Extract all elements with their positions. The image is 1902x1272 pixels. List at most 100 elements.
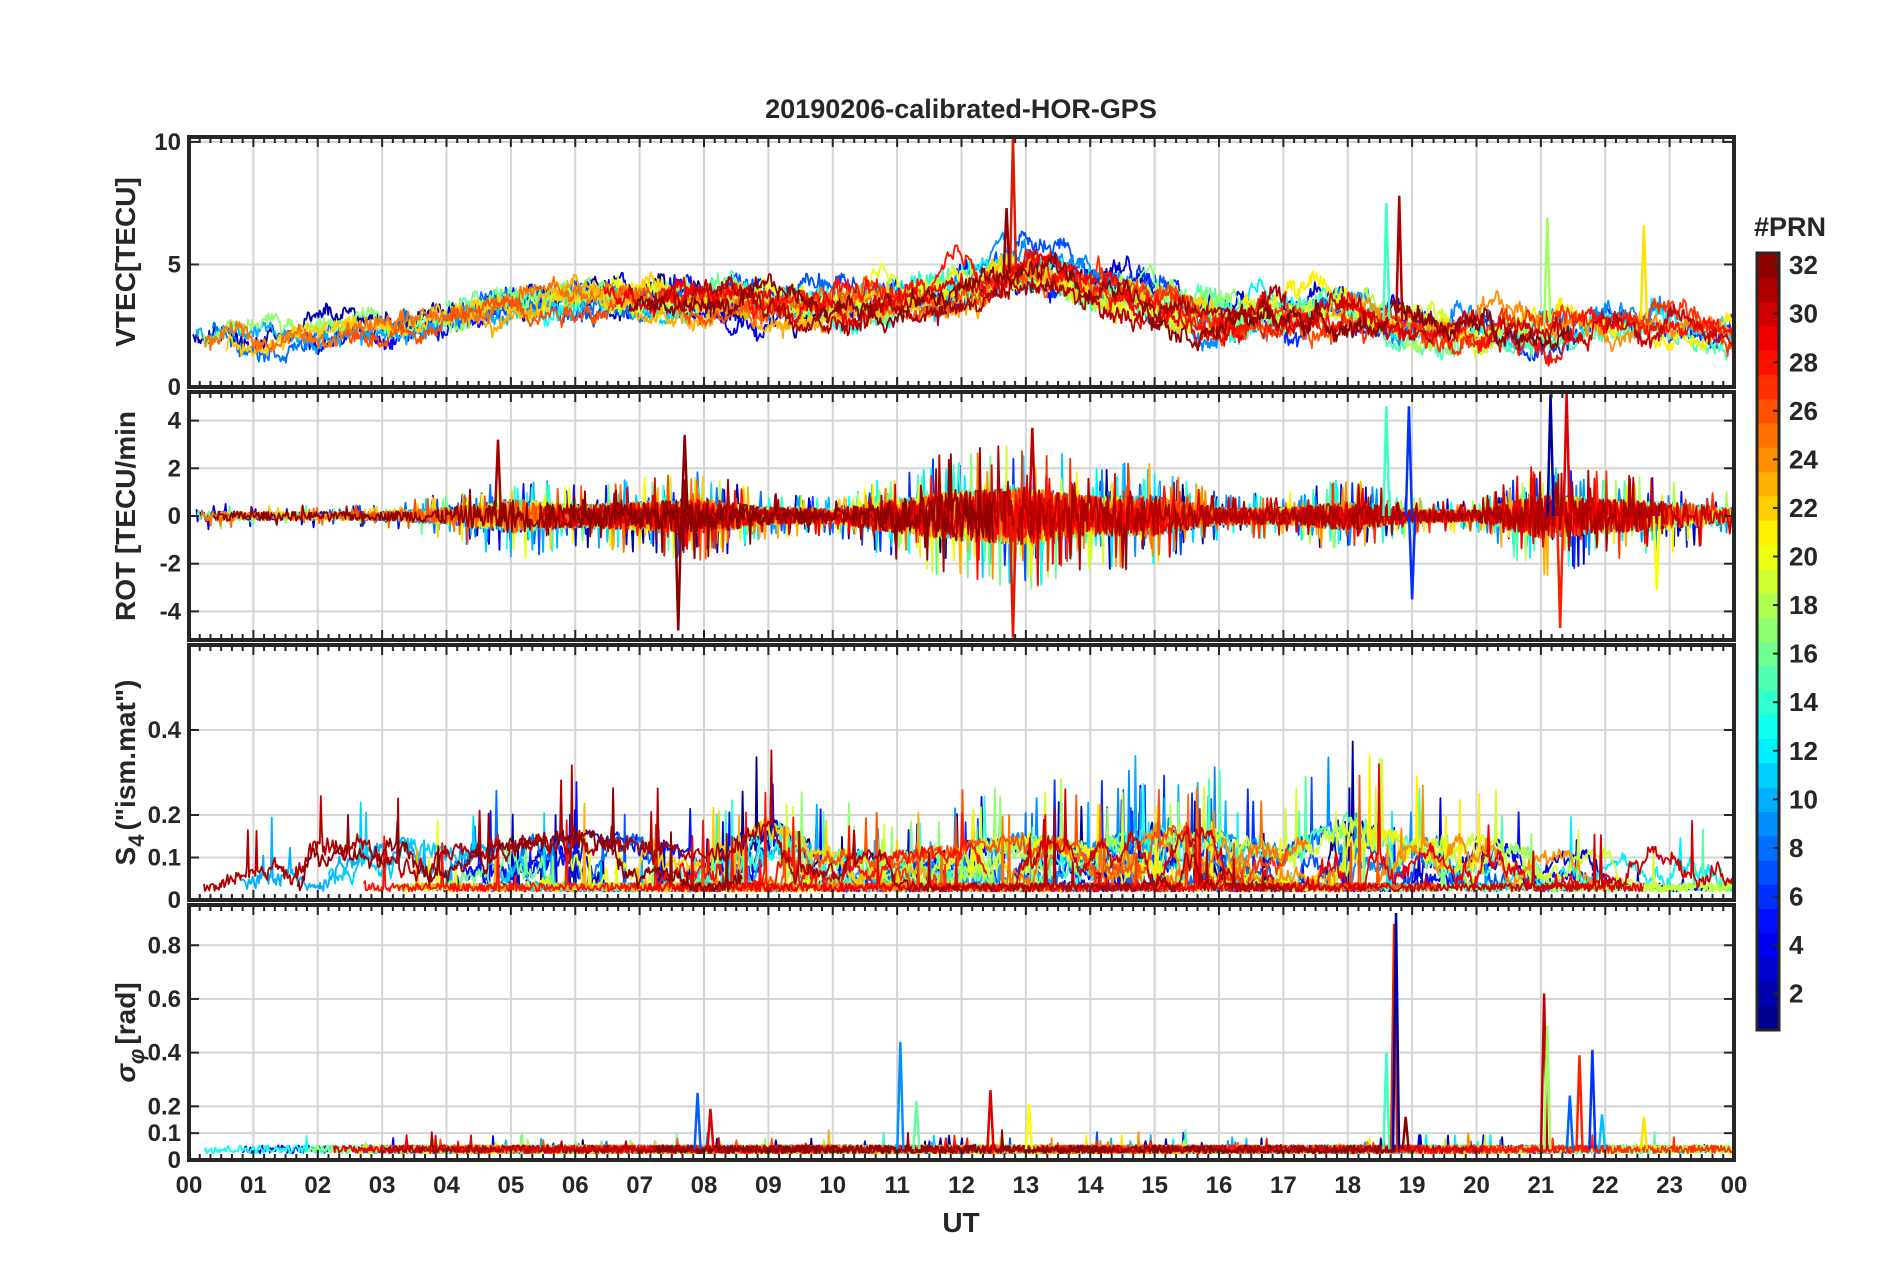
x-tick-label: 15	[1141, 1172, 1168, 1199]
trace-prn-31	[203, 749, 1283, 893]
trace-prn-24	[1294, 290, 1735, 353]
y-tick-label: 0	[168, 1147, 181, 1174]
y-label-main: S	[110, 847, 141, 866]
colorbar-cell	[1757, 932, 1779, 958]
trace-prn-32	[212, 446, 994, 561]
colorbar-tick-label: 10	[1789, 784, 1818, 814]
spike-mark	[896, 1041, 905, 1150]
colorbar-cell	[1757, 665, 1779, 691]
spike-mark	[912, 1100, 921, 1150]
colorbar-tick-label: 30	[1789, 299, 1818, 329]
x-tick-label: 20	[1463, 1172, 1490, 1199]
x-tick-label: 12	[948, 1172, 975, 1199]
colorbar-tick-label: 6	[1789, 881, 1803, 911]
spike-mark	[1588, 1049, 1597, 1150]
y-tick-label: -2	[160, 551, 181, 578]
trace-prn-31	[646, 275, 1287, 337]
panel-rot: -4 -2 0 2 4 ROT [TECU/min	[110, 390, 1736, 642]
colorbar-cell	[1757, 762, 1779, 788]
panel-s4: 0 0.1 0.2 0.4 S4 ("ism.mat")	[110, 643, 1736, 914]
spike-mark	[1407, 515, 1417, 600]
colorbar-cell	[1757, 568, 1779, 594]
colorbar-cell	[1757, 495, 1779, 521]
colorbar-cell	[1757, 690, 1779, 715]
colorbar-cell	[1757, 957, 1779, 982]
spike-mark	[1382, 1052, 1391, 1150]
y-tick-label: 4	[168, 408, 182, 435]
colorbar-cell	[1757, 592, 1779, 618]
y-axis-label: VTEC[TECU]	[110, 177, 141, 347]
spike-mark	[1597, 1114, 1607, 1150]
x-tick-label: 11	[884, 1172, 909, 1199]
colorbar-cell	[1757, 835, 1779, 861]
minor-ticks	[188, 137, 1735, 387]
trace-prn-29	[647, 763, 1644, 893]
colorbar-tick-label: 28	[1789, 347, 1818, 377]
colorbar-cell	[1757, 714, 1779, 740]
x-tick-label: 22	[1592, 1172, 1619, 1199]
panel-sigma_phi: 00.10.2 0.4 0.6 0.8 σφ [rad]	[110, 903, 1736, 1174]
spike-mark	[1382, 406, 1391, 517]
x-tick-label: 17	[1270, 1172, 1297, 1199]
colorbar-tick-label: 24	[1789, 444, 1818, 474]
colorbar-cell	[1757, 811, 1779, 837]
x-axis-label: UT	[942, 1207, 979, 1238]
y-tick-label: 2	[168, 455, 181, 482]
colorbar-tick-label: 18	[1789, 590, 1818, 620]
colorbar-cell	[1757, 374, 1779, 400]
y-tick-label: 0.2	[148, 1093, 181, 1120]
y-tick-label: 5	[168, 251, 181, 278]
spike-mark	[1546, 394, 1555, 517]
spike-mark	[1652, 515, 1661, 590]
colorbar-tick-label: 20	[1789, 542, 1818, 572]
x-tick-label: 01	[240, 1172, 267, 1199]
colorbar-tick-label: 12	[1789, 736, 1818, 766]
spike-mark	[1389, 923, 1399, 1150]
spike-mark	[1382, 203, 1391, 320]
spike-mark	[493, 439, 503, 517]
y-axis-label: S4 ("ism.mat")	[110, 680, 149, 866]
spike-mark	[1404, 406, 1414, 517]
x-tick-label: 08	[691, 1172, 718, 1199]
colorbar-cell	[1757, 253, 1779, 278]
colorbar-label: #PRN	[1754, 212, 1826, 242]
colorbar-cell	[1757, 787, 1779, 812]
colorbar-cell	[1757, 520, 1779, 545]
y-tick-label: 0	[168, 374, 181, 401]
colorbar-cell	[1757, 860, 1779, 885]
x-tick-label: 02	[304, 1172, 331, 1199]
x-tick-label: 05	[498, 1172, 525, 1199]
spike-mark	[1395, 195, 1404, 322]
colorbar-tick-label: 14	[1789, 687, 1818, 717]
spike-mark	[986, 1090, 995, 1150]
x-tick-label: 03	[369, 1172, 396, 1199]
x-tick-label: 21	[1528, 1172, 1555, 1199]
traces	[195, 444, 1735, 590]
x-tick-label: 09	[755, 1172, 782, 1199]
spike-mark	[1543, 217, 1552, 323]
colorbar-cell	[1757, 641, 1779, 667]
spike-mark	[680, 434, 689, 517]
y-label-main: σ	[110, 1063, 141, 1083]
trace-prn-32	[628, 251, 1571, 352]
x-tick-label: 23	[1656, 1172, 1683, 1199]
panel-vtec: 0 5 10 VTEC[TECU]	[110, 129, 1736, 401]
x-tick-label: 07	[626, 1172, 653, 1199]
minor-ticks	[188, 645, 1735, 900]
x-tick-label: 16	[1206, 1172, 1233, 1199]
colorbar-cell	[1757, 471, 1779, 497]
x-tick-label: 04	[433, 1172, 460, 1199]
colorbar-cell	[1757, 617, 1779, 642]
colorbar-ramp	[1757, 253, 1779, 1031]
traces	[203, 740, 1735, 893]
y-tick-label: 0	[168, 503, 181, 530]
x-tick-label: 10	[819, 1172, 846, 1199]
colorbar-tick-label: 32	[1789, 250, 1818, 280]
y-tick-label: 0.4	[148, 717, 182, 744]
y-label-sub: 4	[124, 834, 149, 847]
trace-prn-32	[296, 787, 743, 893]
x-tick-label: 14	[1077, 1172, 1104, 1199]
